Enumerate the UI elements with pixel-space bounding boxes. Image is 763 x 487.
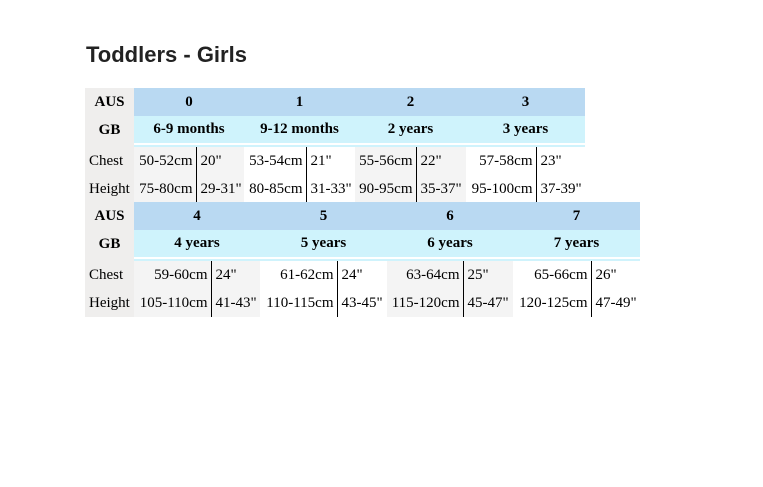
height-cm: 90-95cm [355, 175, 417, 203]
chest-cm: 59-60cm [134, 261, 212, 289]
gb-size: 7 years [513, 230, 640, 259]
gb-size: 6 years [387, 230, 513, 259]
chest-cm: 53-54cm [244, 147, 307, 175]
chest-cm: 61-62cm [260, 261, 338, 289]
aus-size: 7 [513, 202, 640, 230]
chest-inches: 23" [536, 147, 585, 175]
height-label: Height [85, 289, 134, 317]
gb-label: GB [85, 116, 134, 144]
height-inches: 45-47" [463, 289, 513, 317]
chest-label: Chest [85, 147, 134, 175]
chest-inches: 24" [211, 261, 260, 289]
aus-size: 5 [260, 202, 387, 230]
chest-inches: 24" [337, 261, 387, 289]
aus-size: 6 [387, 202, 513, 230]
aus-size: 0 [134, 88, 244, 116]
height-inches: 37-39" [536, 175, 585, 203]
aus-size: 3 [466, 88, 585, 116]
height-inches: 35-37" [416, 175, 466, 203]
height-inches: 43-45" [337, 289, 387, 317]
height-cm: 110-115cm [260, 289, 338, 317]
gb-size: 3 years [466, 116, 585, 145]
aus-row: AUS 4 5 6 7 [85, 202, 640, 230]
chest-cm: 57-58cm [466, 147, 537, 175]
chest-inches: 26" [591, 261, 640, 289]
gb-size: 5 years [260, 230, 387, 259]
height-row: Height 75-80cm 29-31" 80-85cm 31-33" 90-95cm 3… [85, 175, 585, 203]
chest-row: Chest 50-52cm 20" 53-54cm 21" 55-56cm 22" 57-58… [85, 147, 585, 175]
gb-size: 4 years [134, 230, 260, 259]
gb-label: GB [85, 230, 134, 258]
aus-label: AUS [85, 202, 134, 230]
page-title: Toddlers - Girls [86, 42, 247, 67]
gb-size: 6-9 months [134, 116, 244, 145]
height-cm: 80-85cm [244, 175, 307, 203]
aus-size: 1 [244, 88, 355, 116]
size-table-0-3: AUS 0 1 2 3 GB 6-9 months 9-12 months 2 years 3 y… [85, 88, 585, 203]
chest-inches: 25" [463, 261, 513, 289]
height-cm: 95-100cm [466, 175, 537, 203]
chest-row: Chest 59-60cm 24" 61-62cm 24" 63-64cm 25" 65-66… [85, 261, 640, 289]
height-label: Height [85, 175, 134, 203]
chest-cm: 63-64cm [387, 261, 464, 289]
chest-cm: 50-52cm [134, 147, 197, 175]
height-row: Height 105-110cm 41-43" 110-115cm 43-45" 115-… [85, 289, 640, 317]
chest-label: Chest [85, 261, 134, 289]
height-cm: 75-80cm [134, 175, 197, 203]
gb-row: GB 6-9 months 9-12 months 2 years 3 years [85, 116, 585, 145]
chest-inches: 20" [196, 147, 244, 175]
height-inches: 31-33" [306, 175, 355, 203]
chest-inches: 22" [416, 147, 466, 175]
size-table-4-7: AUS 4 5 6 7 GB 4 years 5 years 6 years 7 years Che… [85, 202, 640, 317]
chest-cm: 55-56cm [355, 147, 417, 175]
chest-cm: 65-66cm [513, 261, 592, 289]
height-cm: 115-120cm [387, 289, 464, 317]
aus-size: 4 [134, 202, 260, 230]
height-cm: 120-125cm [513, 289, 592, 317]
gb-row: GB 4 years 5 years 6 years 7 years [85, 230, 640, 259]
aus-label: AUS [85, 88, 134, 116]
height-inches: 29-31" [196, 175, 244, 203]
height-inches: 47-49" [591, 289, 640, 317]
aus-row: AUS 0 1 2 3 [85, 88, 585, 116]
gb-size: 9-12 months [244, 116, 355, 145]
height-cm: 105-110cm [134, 289, 212, 317]
chest-inches: 21" [306, 147, 355, 175]
height-inches: 41-43" [211, 289, 260, 317]
gb-size: 2 years [355, 116, 466, 145]
aus-size: 2 [355, 88, 466, 116]
